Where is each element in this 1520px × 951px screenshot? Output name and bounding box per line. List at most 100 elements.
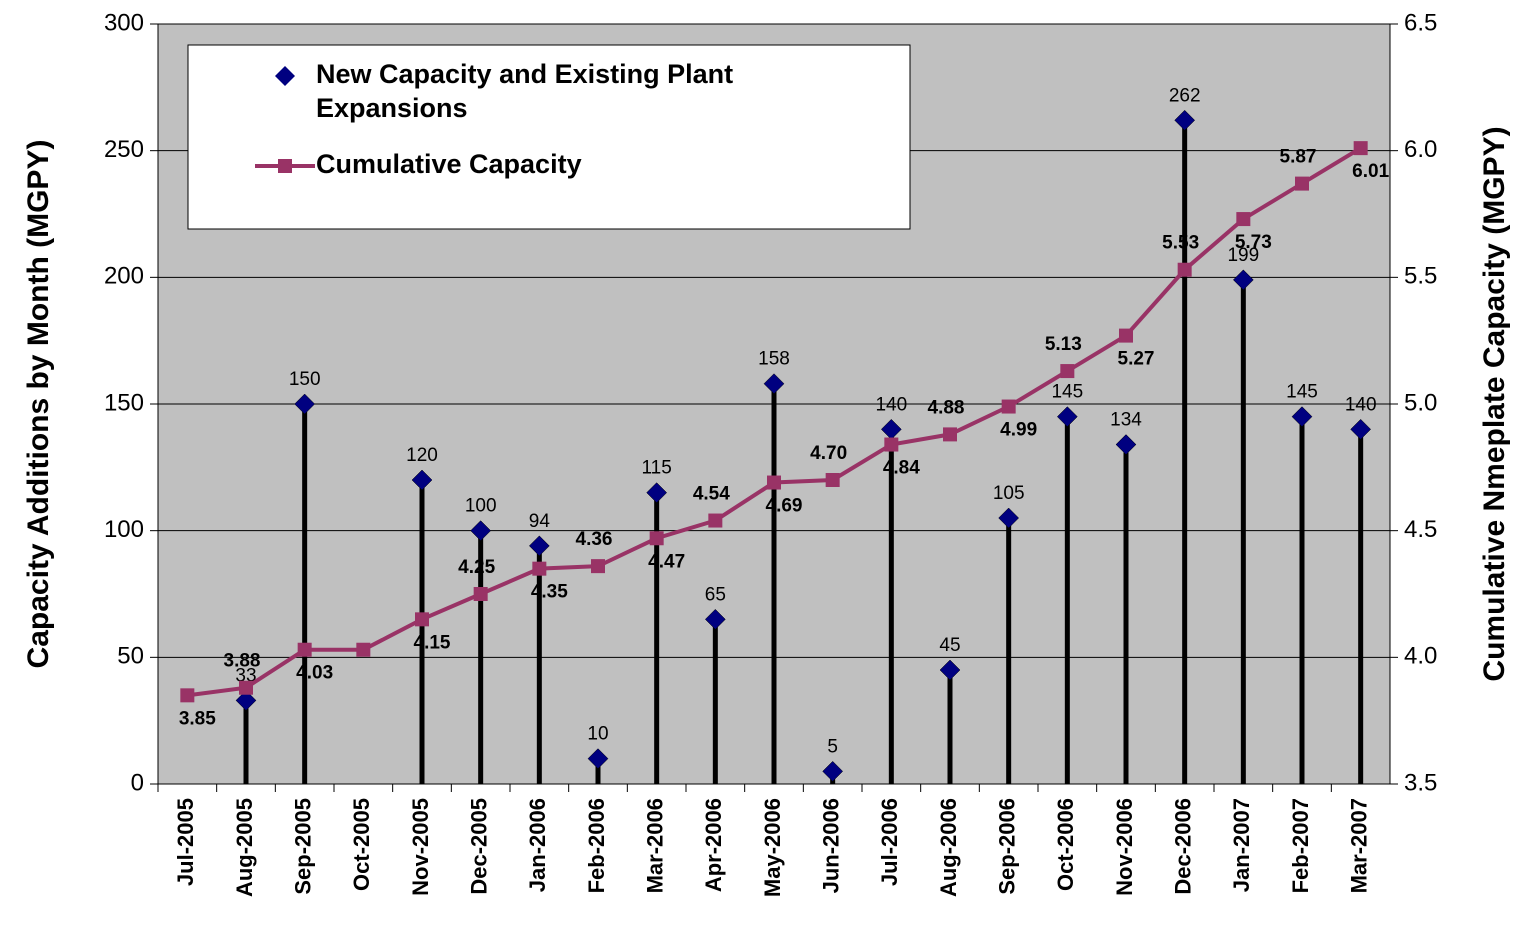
square-marker — [767, 475, 781, 490]
diamond-marker — [294, 393, 316, 415]
x-tick-label: Feb-2007 — [1288, 798, 1313, 893]
diamond-marker — [1174, 109, 1196, 131]
data-label: 262 — [1169, 85, 1201, 106]
diamond-marker — [1350, 418, 1372, 440]
x-tick-label: Feb-2006 — [584, 798, 609, 893]
y-tick-label: 100 — [104, 516, 144, 543]
square-marker — [1353, 141, 1368, 156]
diamond-marker — [470, 520, 492, 542]
data-label: 140 — [1345, 394, 1377, 415]
data-label: 65 — [705, 584, 726, 605]
data-label: 100 — [465, 496, 497, 517]
square-marker — [825, 473, 840, 487]
data-label: 158 — [758, 349, 790, 370]
data-label: 134 — [1110, 410, 1142, 431]
legend-box — [187, 44, 911, 230]
square-marker — [1236, 212, 1251, 227]
diamond-marker — [235, 690, 257, 711]
data-label: 4.25 — [458, 557, 495, 578]
data-label: 5.73 — [1235, 232, 1272, 253]
diamond-marker — [1115, 434, 1137, 455]
x-tick-label: Jan-2007 — [1229, 798, 1254, 892]
square-marker — [532, 561, 547, 576]
diamond-marker — [1232, 269, 1254, 291]
x-tick-label: Jan-2006 — [525, 798, 550, 892]
y2-axis-title: Cumulative Nmeplate Capacity (MGPY) — [1478, 126, 1511, 681]
x-tick-label: Nov-2006 — [1112, 798, 1137, 896]
y2-tick-label: 6.0 — [1404, 136, 1437, 163]
data-label: 5.27 — [1118, 349, 1155, 370]
y-tick-label: 250 — [104, 136, 144, 163]
square-marker — [708, 513, 723, 528]
x-tick-label: Nov-2005 — [408, 798, 433, 896]
data-label: 5.87 — [1280, 147, 1317, 168]
data-label: 6.01 — [1352, 161, 1389, 182]
legend-label-line: New Capacity and Existing Plant — [316, 59, 733, 89]
legend-label: New Capacity and Existing Plant Expansion… — [316, 59, 733, 123]
data-label: 120 — [406, 445, 438, 466]
x-tick-label: May-2006 — [760, 798, 785, 897]
square-marker — [1001, 399, 1016, 414]
diamond-marker — [998, 507, 1020, 529]
data-label: 3.85 — [179, 708, 216, 729]
square-marker — [1295, 176, 1309, 191]
y2-tick-label: 5.5 — [1404, 263, 1437, 290]
data-label: 94 — [529, 511, 551, 532]
y-tick-label: 50 — [117, 643, 144, 670]
x-tick-label: Aug-2006 — [936, 798, 961, 897]
square-marker — [356, 642, 371, 657]
square-marker — [1177, 262, 1192, 277]
square-marker — [415, 612, 429, 627]
x-tick-label: Jul-2006 — [877, 798, 902, 886]
diamond-marker — [822, 760, 844, 782]
diamond-marker — [763, 373, 785, 395]
data-label: 5.13 — [1045, 334, 1082, 355]
diamond-marker — [646, 482, 668, 504]
x-tick-label: Mar-2006 — [642, 798, 667, 893]
diamond-marker — [1056, 406, 1078, 428]
y-tick-label: 200 — [104, 263, 144, 290]
data-label: 150 — [289, 369, 321, 390]
data-label: 4.03 — [296, 663, 333, 684]
y2-tick-label: 5.0 — [1404, 389, 1437, 416]
x-tick-label: Mar-2007 — [1346, 798, 1371, 893]
data-label: 5 — [827, 736, 838, 757]
legend-marker — [275, 66, 295, 86]
y-tick-label: 150 — [104, 389, 144, 416]
x-tick-label: Sep-2006 — [994, 798, 1019, 895]
square-marker — [591, 559, 605, 574]
x-tick-label: Dec-2005 — [466, 798, 491, 895]
data-label: 10 — [587, 724, 608, 745]
square-marker — [649, 531, 664, 546]
x-tick-label: Oct-2005 — [349, 798, 374, 891]
y2-tick-label: 6.5 — [1404, 9, 1437, 36]
legend-label: Cumulative Capacity — [316, 149, 582, 179]
diamond-marker — [939, 659, 961, 681]
square-marker — [1119, 328, 1133, 343]
data-label: 4.70 — [810, 443, 847, 464]
x-tick-label: Jun-2006 — [818, 798, 843, 893]
y2-tick-label: 3.5 — [1404, 769, 1437, 796]
data-label: 5.53 — [1162, 233, 1199, 254]
x-tick-label: Aug-2005 — [232, 798, 257, 897]
data-label: 4.88 — [928, 397, 965, 418]
square-marker — [239, 680, 253, 695]
data-label: 4.15 — [414, 632, 451, 653]
data-label: 199 — [1227, 245, 1259, 266]
data-label: 4.69 — [766, 496, 803, 517]
x-tick-label: Dec-2006 — [1170, 798, 1195, 895]
diamond-marker — [587, 748, 609, 770]
y2-tick-label: 4.5 — [1404, 516, 1437, 543]
data-label: 4.84 — [883, 458, 920, 479]
data-label: 4.36 — [576, 529, 613, 550]
data-label: 145 — [1051, 382, 1083, 403]
y-tick-label: 300 — [104, 9, 144, 36]
diamond-marker — [704, 608, 726, 630]
legend-label-line: Expansions — [316, 93, 468, 123]
diamond-marker — [1291, 406, 1313, 428]
data-label: 115 — [642, 458, 672, 479]
square-marker — [884, 437, 899, 452]
data-label: 45 — [939, 635, 960, 656]
square-marker — [297, 642, 312, 657]
